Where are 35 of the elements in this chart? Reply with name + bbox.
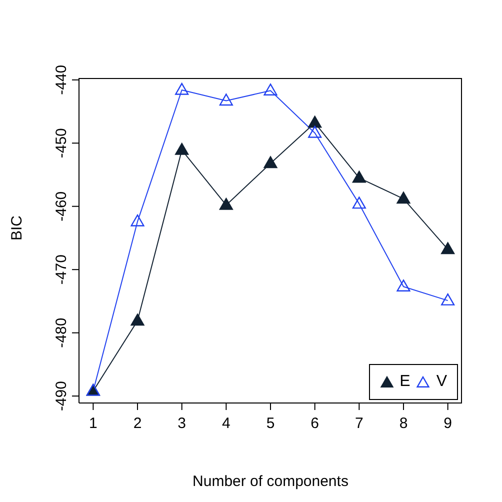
point [175, 82, 189, 95]
x-tick-label: 1 [89, 415, 98, 432]
x-tick-label: 3 [178, 415, 186, 432]
point [264, 156, 278, 168]
point [308, 116, 322, 128]
legend-label: V [436, 373, 447, 391]
x-tick-label: 9 [444, 415, 452, 432]
y-tick-label: -450 [53, 128, 70, 158]
point [352, 170, 366, 183]
point [219, 94, 233, 106]
point [396, 192, 410, 204]
point [219, 198, 233, 210]
x-tick-label: 7 [354, 415, 364, 432]
point [352, 196, 366, 209]
point [264, 84, 278, 96]
point [441, 293, 455, 306]
point [130, 214, 144, 226]
y-tick-label: -470 [53, 254, 70, 285]
x-tick-label: 6 [310, 415, 319, 432]
y-tick-label: -460 [53, 191, 70, 222]
x-tick-label: 2 [133, 415, 142, 432]
point [130, 314, 144, 326]
y-tick-label: -490 [53, 381, 70, 412]
point [175, 142, 189, 155]
x-tick-label: 8 [399, 415, 408, 432]
x-tick-label: 5 [266, 415, 275, 432]
y-tick-label: -480 [53, 318, 70, 348]
point [396, 280, 410, 292]
point [441, 242, 455, 254]
y-axis-title: BIC [8, 215, 26, 240]
y-tick-label: -440 [53, 64, 70, 95]
x-tick-label: 4 [222, 415, 230, 432]
point [308, 126, 322, 138]
x-axis-title: Number of components [192, 473, 348, 490]
legend-label: E [400, 373, 410, 391]
